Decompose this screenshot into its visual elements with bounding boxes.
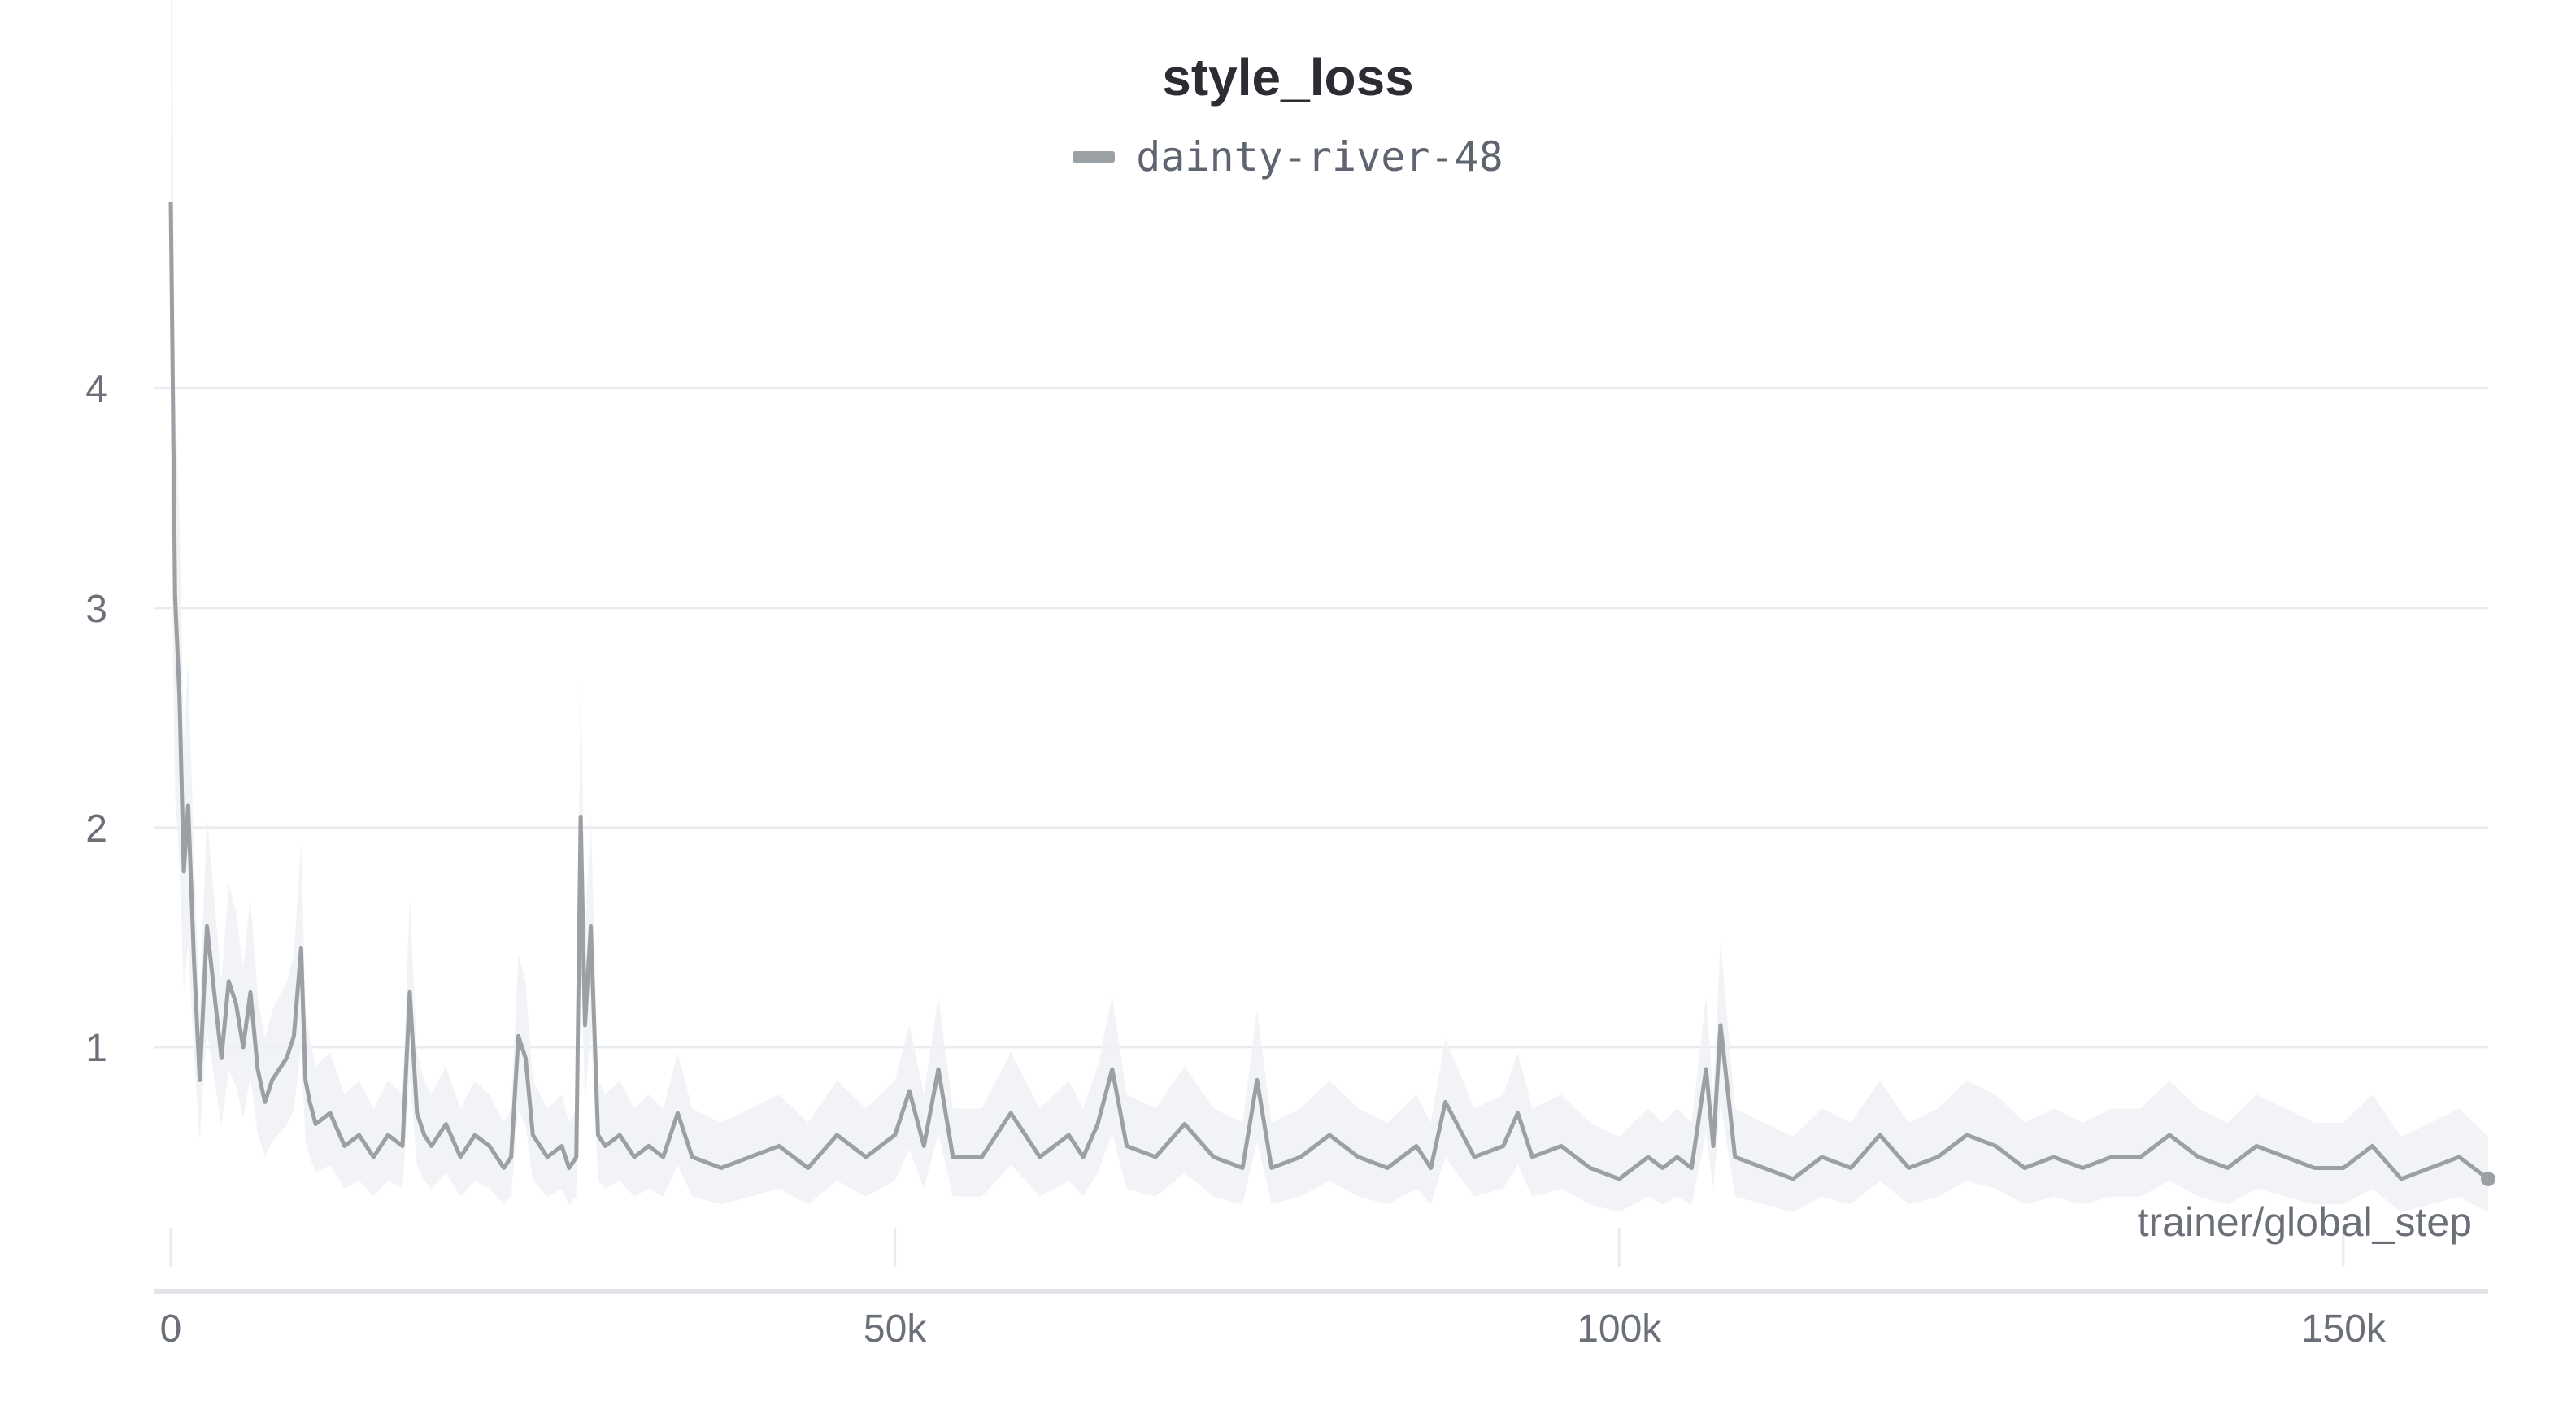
legend[interactable]: dainty-river-48: [0, 133, 2576, 181]
raw-values-band: [171, 0, 2488, 1213]
y-tick-label: 2: [85, 807, 107, 850]
y-tick-label: 1: [85, 1027, 107, 1070]
grid-lines: [154, 387, 2488, 1267]
series-line-dainty-river-48: [168, 202, 2490, 1181]
y-tick-label: 3: [85, 588, 107, 631]
x-tick-label: 150k: [2301, 1307, 2387, 1351]
y-tick-label: 4: [85, 368, 107, 411]
legend-swatch-icon: [1073, 151, 1116, 163]
x-tick-label: 100k: [1577, 1307, 1662, 1351]
legend-entry-label[interactable]: dainty-river-48: [1136, 133, 1503, 181]
tick-labels: 1 2 3 4 0 50k 100k 150k: [85, 368, 2387, 1351]
series-layer: [168, 202, 2496, 1186]
x-tick-label: 50k: [864, 1307, 927, 1351]
x-tick-label: 0: [160, 1307, 182, 1351]
raw-values-band-shape: [171, 0, 2488, 1213]
series-end-point: [2481, 1171, 2496, 1186]
x-axis-title: trainer/global_step: [2138, 1199, 2472, 1245]
chart-title: style_loss: [1162, 48, 1414, 107]
